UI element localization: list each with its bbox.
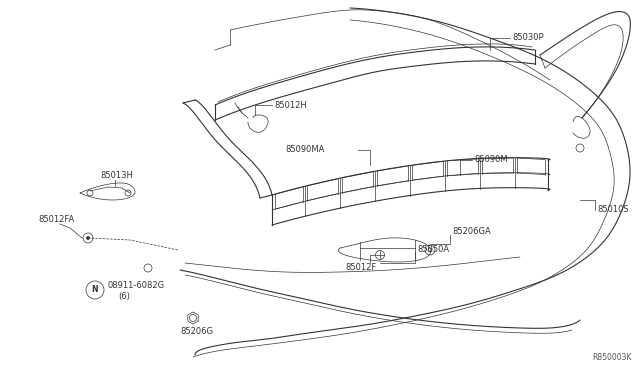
Text: 85010S: 85010S bbox=[597, 205, 628, 215]
Text: 85012FA: 85012FA bbox=[38, 215, 74, 224]
Circle shape bbox=[86, 237, 90, 240]
Text: 08911-6082G: 08911-6082G bbox=[108, 282, 165, 291]
Text: 85012F: 85012F bbox=[345, 263, 376, 273]
Text: 85206GA: 85206GA bbox=[452, 228, 491, 237]
Text: 85012H: 85012H bbox=[274, 100, 307, 109]
Text: N: N bbox=[92, 285, 99, 295]
Text: 85050A: 85050A bbox=[417, 244, 449, 253]
Text: 85090MA: 85090MA bbox=[285, 145, 324, 154]
Text: 85090M: 85090M bbox=[474, 155, 508, 164]
Text: 85030P: 85030P bbox=[512, 33, 543, 42]
Text: R850003K: R850003K bbox=[593, 353, 632, 362]
Text: (6): (6) bbox=[118, 292, 130, 301]
Text: 85013H: 85013H bbox=[100, 170, 133, 180]
Text: 85206G: 85206G bbox=[180, 327, 213, 337]
